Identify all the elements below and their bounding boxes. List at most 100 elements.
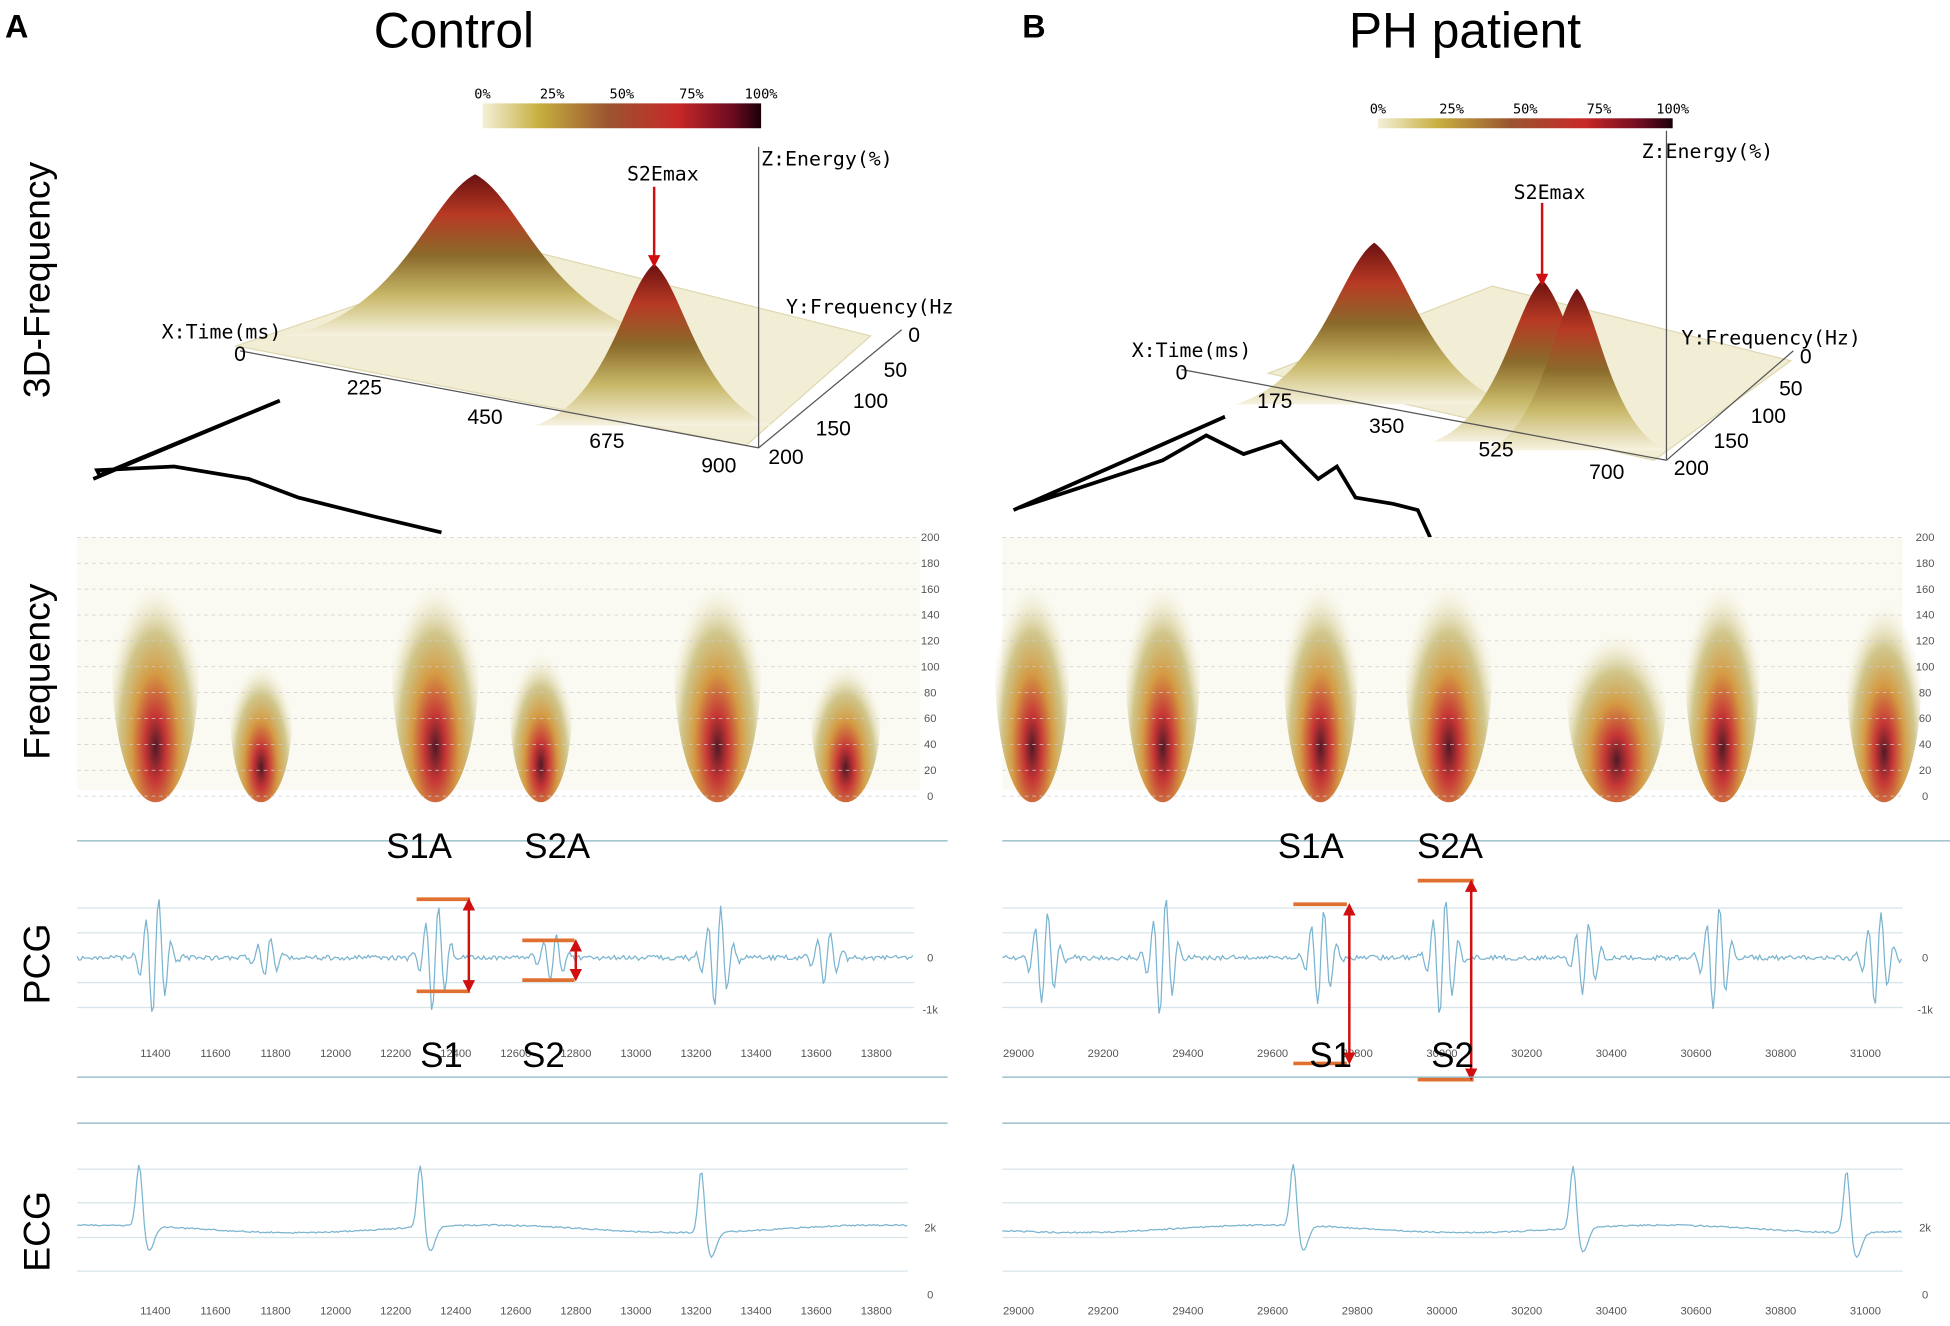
pcg-xtick: 29400 <box>1172 1048 1203 1060</box>
row-label: PCG <box>16 924 58 1005</box>
pcg-ytick: -1k <box>1917 1005 1933 1017</box>
spectrogram-burst <box>1125 528 1201 803</box>
ecg-ytick: 2k <box>924 1222 936 1234</box>
pcg-marker: S2A <box>1417 827 1484 866</box>
pcg-marker: S2A <box>524 827 591 866</box>
pcg-ytick: -1k <box>922 1005 938 1017</box>
ecg-ytick: 0 <box>1922 1289 1928 1301</box>
time-axis <box>239 350 759 449</box>
spectrogram-tick: 120 <box>921 636 940 648</box>
colorbar-label: 100% <box>1656 101 1689 117</box>
spectrogram-burst <box>391 528 479 803</box>
row-label: Frequency <box>16 583 58 760</box>
ecg-xtick: 12200 <box>380 1306 411 1318</box>
pcg-marker: S2 <box>522 1036 565 1075</box>
pcg-xtick: 11800 <box>260 1048 290 1060</box>
panel-label: A <box>5 8 28 44</box>
time-tick: 0 <box>1176 361 1188 384</box>
pcg-xtick: 13200 <box>680 1048 711 1060</box>
spectrogram-tick: 140 <box>921 610 940 622</box>
pcg-xtick: 12400 <box>440 1048 471 1060</box>
time-tick: 175 <box>1257 390 1292 413</box>
freq-tick: 150 <box>816 417 851 440</box>
colorbar-label: 50% <box>609 86 634 102</box>
pcg-xtick: 29600 <box>1257 1048 1288 1060</box>
pcg-xtick: 31000 <box>1850 1048 1881 1060</box>
pcg-xtick: 11600 <box>200 1048 230 1060</box>
spectrogram-tick: 180 <box>921 558 940 570</box>
pcg-xtick: 30200 <box>1511 1048 1542 1060</box>
spectrogram-tick: 160 <box>921 584 940 596</box>
colorbar-label: 25% <box>540 86 565 102</box>
time-tick: 225 <box>347 376 382 399</box>
pcg-xtick: 12600 <box>500 1048 531 1060</box>
freq-tick: 200 <box>768 446 803 469</box>
spectrogram-tick: 20 <box>1919 765 1931 777</box>
pcg-wave <box>1002 899 1903 1014</box>
ecg-xtick: 29600 <box>1257 1306 1288 1318</box>
freq-tick: 100 <box>1751 405 1786 428</box>
spectrogram-burst <box>509 615 573 803</box>
ecg-xtick: 11400 <box>140 1306 170 1318</box>
pcg-xtick: 30800 <box>1765 1048 1796 1060</box>
ecg-ytick: 0 <box>927 1289 933 1301</box>
row-label: 3D-Frequency <box>16 161 58 398</box>
time-tick: 700 <box>1589 461 1624 484</box>
ecg-xtick: 13400 <box>741 1306 772 1318</box>
pcg-xtick: 30600 <box>1680 1048 1711 1060</box>
colorbar <box>1377 118 1673 129</box>
ecg-xtick: 30200 <box>1511 1306 1542 1318</box>
pcg-xtick: 13600 <box>801 1048 832 1060</box>
pcg-xtick: 11400 <box>140 1048 170 1060</box>
x-axis-label: X:Time(ms) <box>1132 339 1252 362</box>
spectrogram-tick: 40 <box>1919 739 1931 751</box>
time-tick: 900 <box>701 455 736 478</box>
ecg-wave <box>1002 1164 1902 1259</box>
spectrogram-tick: 100 <box>1916 661 1935 673</box>
surface-peak <box>1234 242 1514 405</box>
ecg-xtick: 11600 <box>200 1306 230 1318</box>
z-axis-label: Z:Energy(%) <box>1642 140 1774 163</box>
freq-tick: 50 <box>884 359 908 382</box>
time-tick: 525 <box>1478 439 1513 462</box>
ecg-xtick: 31000 <box>1850 1306 1881 1318</box>
ecg-xtick: 29400 <box>1172 1306 1203 1318</box>
spectrogram-burst <box>1846 553 1922 803</box>
freq-tick: 0 <box>908 324 920 347</box>
spectrogram-tick: 0 <box>927 791 933 803</box>
pcg-marker: S1A <box>386 827 453 866</box>
y-axis-label: Y:Frequency(Hz <box>786 296 954 319</box>
projection-line <box>92 398 442 535</box>
surface-peak <box>1487 288 1667 451</box>
pcg-xtick: 13400 <box>741 1048 772 1060</box>
colorbar <box>482 103 762 129</box>
spectrogram-tick: 200 <box>921 532 940 544</box>
spectrogram-tick: 0 <box>1922 791 1928 803</box>
spectrogram-burst <box>674 528 762 803</box>
time-axis <box>1181 368 1667 461</box>
ecg-xtick: 29800 <box>1342 1306 1373 1318</box>
ecg-wave <box>77 1164 908 1259</box>
ecg-xtick: 30800 <box>1765 1306 1796 1318</box>
pcg-xtick: 12800 <box>560 1048 591 1060</box>
pcg-ytick: 0 <box>927 952 933 964</box>
surface-peak <box>286 174 665 336</box>
freq-tick: 50 <box>1779 378 1803 401</box>
freq-tick: 200 <box>1674 457 1709 480</box>
colorbar-label: 75% <box>1587 101 1612 117</box>
spectrogram-burst <box>810 628 881 803</box>
pcg-ytick: 0 <box>1922 952 1928 964</box>
spectrogram-tick: 140 <box>1916 610 1935 622</box>
pcg-xtick: 12200 <box>380 1048 411 1060</box>
ecg-xtick: 12400 <box>440 1306 471 1318</box>
surface-peak <box>534 263 774 426</box>
spectrogram-tick: 80 <box>1919 687 1931 699</box>
freq-tick: 0 <box>1800 345 1812 368</box>
freq-axis <box>758 329 903 449</box>
pcg-wave <box>76 899 914 1012</box>
ecg-xtick: 13000 <box>620 1306 651 1318</box>
time-tick: 450 <box>467 406 502 429</box>
spectrogram-bg <box>77 537 921 790</box>
